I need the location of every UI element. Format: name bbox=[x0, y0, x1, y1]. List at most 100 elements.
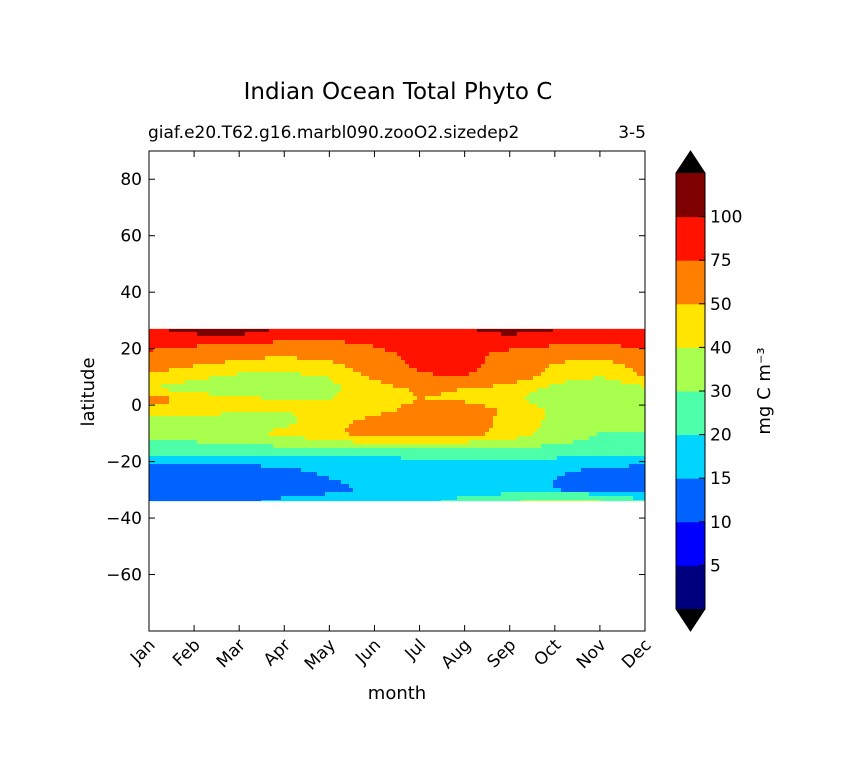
contour-cell bbox=[425, 384, 430, 389]
contour-cell bbox=[409, 360, 414, 365]
contour-cell bbox=[541, 400, 546, 405]
contour-cell bbox=[197, 392, 202, 397]
contour-cell bbox=[373, 352, 378, 357]
contour-cell bbox=[609, 476, 614, 481]
contour-cell bbox=[269, 408, 274, 413]
contour-cell bbox=[405, 336, 410, 341]
contour-cell bbox=[205, 332, 210, 337]
contour-cell bbox=[565, 440, 570, 445]
contour-cell bbox=[437, 420, 442, 425]
contour-cell bbox=[361, 444, 366, 449]
contour-cell bbox=[449, 396, 454, 401]
contour-cell bbox=[405, 460, 410, 465]
contour-cell bbox=[297, 468, 302, 473]
contour-cell bbox=[245, 436, 250, 441]
contour-cell bbox=[377, 376, 382, 381]
contour-cell bbox=[473, 360, 478, 365]
contour-cell bbox=[305, 464, 310, 469]
contour-cell bbox=[169, 440, 174, 445]
contour-cell bbox=[397, 348, 402, 353]
contour-cell bbox=[289, 428, 294, 433]
contour-cell bbox=[565, 356, 570, 361]
contour-cell bbox=[225, 372, 230, 377]
contour-cell bbox=[457, 364, 462, 369]
contour-cell bbox=[189, 348, 194, 353]
contour-cell bbox=[445, 420, 450, 425]
contour-cell bbox=[453, 432, 458, 437]
contour-cell bbox=[337, 448, 342, 453]
contour-cell bbox=[397, 472, 402, 477]
contour-cell bbox=[413, 372, 418, 377]
contour-cell bbox=[629, 376, 634, 381]
contour-cell bbox=[345, 384, 350, 389]
contour-cell bbox=[197, 456, 202, 461]
contour-cell bbox=[245, 400, 250, 405]
contour-cell bbox=[457, 404, 462, 409]
contour-cell bbox=[161, 420, 166, 425]
contour-cell bbox=[309, 476, 314, 481]
contour-cell bbox=[149, 356, 154, 361]
contour-cell bbox=[469, 480, 474, 485]
contour-cell bbox=[357, 388, 362, 393]
contour-cell bbox=[253, 488, 258, 493]
contour-cell bbox=[217, 372, 222, 377]
contour-cell bbox=[501, 408, 506, 413]
contour-cell bbox=[385, 364, 390, 369]
contour-cell bbox=[401, 388, 406, 393]
contour-cell bbox=[245, 412, 250, 417]
contour-cell bbox=[505, 424, 510, 429]
contour-cell bbox=[609, 392, 614, 397]
contour-cell bbox=[509, 444, 514, 449]
contour-cell bbox=[293, 372, 298, 377]
contour-cell bbox=[213, 388, 218, 393]
contour-cell bbox=[229, 340, 234, 345]
contour-cell bbox=[501, 332, 506, 337]
contour-cell bbox=[521, 436, 526, 441]
contour-cell bbox=[197, 420, 202, 425]
contour-cell bbox=[209, 464, 214, 469]
contour-cell bbox=[245, 476, 250, 481]
contour-cell bbox=[353, 420, 358, 425]
contour-cell bbox=[149, 396, 154, 401]
contour-cell bbox=[161, 328, 166, 333]
contour-cell bbox=[285, 360, 290, 365]
contour-cell bbox=[429, 448, 434, 453]
contour-cell bbox=[265, 344, 270, 349]
contour-cell bbox=[345, 408, 350, 413]
contour-cell bbox=[641, 404, 645, 409]
contour-cell bbox=[253, 484, 258, 489]
contour-cell bbox=[557, 464, 562, 469]
contour-cell bbox=[389, 420, 394, 425]
contour-cell bbox=[461, 480, 466, 485]
contour-cell bbox=[381, 452, 386, 457]
contour-cell bbox=[453, 400, 458, 405]
contour-cell bbox=[397, 480, 402, 485]
contour-cell bbox=[185, 432, 190, 437]
contour-cell bbox=[417, 420, 422, 425]
contour-cell bbox=[589, 412, 594, 417]
contour-cell bbox=[349, 436, 354, 441]
contour-cell bbox=[245, 468, 250, 473]
contour-cell bbox=[385, 428, 390, 433]
contour-cell bbox=[389, 428, 394, 433]
contour-cell bbox=[577, 412, 582, 417]
contour-cell bbox=[385, 468, 390, 473]
contour-cell bbox=[233, 424, 238, 429]
contour-cell bbox=[169, 360, 174, 365]
contour-cell bbox=[549, 424, 554, 429]
contour-cell bbox=[425, 476, 430, 481]
contour-cell bbox=[469, 436, 474, 441]
contour-cell bbox=[609, 432, 614, 437]
contour-cell bbox=[461, 360, 466, 365]
contour-cell bbox=[157, 440, 162, 445]
contour-cell bbox=[233, 412, 238, 417]
contour-cell bbox=[305, 332, 310, 337]
contour-cell bbox=[337, 356, 342, 361]
contour-cell bbox=[273, 412, 278, 417]
contour-cell bbox=[505, 420, 510, 425]
contour-cell bbox=[393, 412, 398, 417]
contour-cell bbox=[345, 380, 350, 385]
contour-cell bbox=[573, 460, 578, 465]
contour-cell bbox=[337, 412, 342, 417]
contour-cell bbox=[493, 412, 498, 417]
